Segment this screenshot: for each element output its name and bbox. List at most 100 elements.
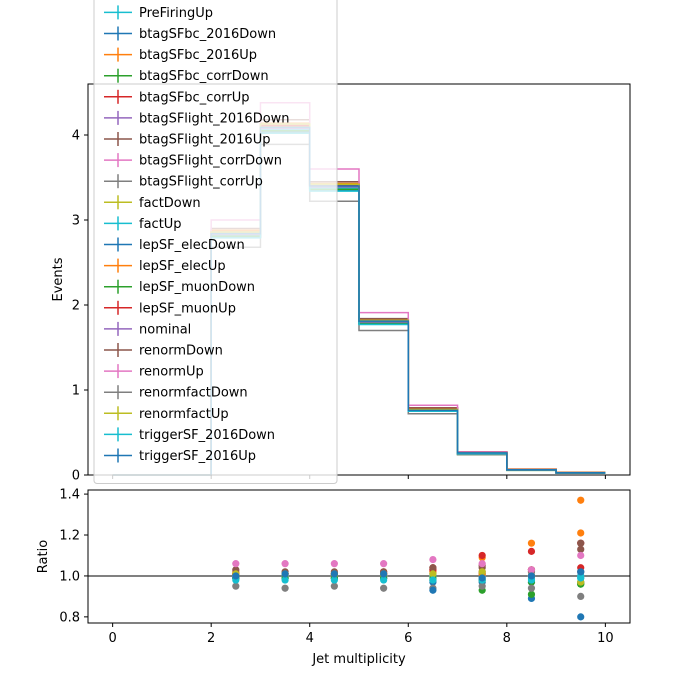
main-axes-frame — [87, 83, 631, 476]
x-tick-label: 0 — [108, 631, 116, 646]
x-tick-label: 4 — [306, 631, 314, 646]
ratio-point — [330, 560, 338, 568]
ratio-point — [429, 564, 437, 572]
ratio-points-group — [232, 496, 585, 621]
legend-label: btagSFbc_corrUp — [139, 90, 250, 105]
ratio-point — [429, 555, 437, 564]
legend-item: btagSFlight_2016Down — [104, 110, 290, 126]
legend-label: factUp — [139, 217, 182, 232]
ratio-point — [281, 560, 289, 568]
legend-label: lepSF_elecUp — [139, 259, 226, 274]
ratio-point — [577, 529, 585, 537]
ratio-point — [577, 551, 585, 560]
legend-label: btagSFlight_corrDown — [139, 154, 282, 169]
ratio-point — [577, 568, 585, 576]
ratio-y-axis-label: Ratio — [36, 540, 51, 573]
ratio-plot-area — [88, 490, 630, 623]
ratio-y-ticks: 0.8 1.0 1.2 1.4 — [59, 488, 88, 625]
ratio-point — [330, 576, 338, 584]
legend-item: btagSFbc_2016Down — [104, 26, 276, 42]
ratio-point — [527, 539, 536, 547]
legend-item: btagSFlight_2016Up — [104, 132, 270, 148]
legend-item: factDown — [104, 195, 201, 211]
ratio-axes-frame — [87, 489, 631, 624]
ratio-point — [478, 574, 486, 582]
ratio-y-tick-label: 0.8 — [59, 610, 80, 625]
ratio-point — [577, 496, 585, 504]
legend-label: factDown — [139, 196, 201, 211]
legend-item: btagSFlight_corrUp — [104, 174, 263, 190]
ratio-y-tick-label: 1.0 — [59, 569, 80, 584]
ratio-point — [577, 574, 585, 582]
ratio-x-ticks: 0 2 4 6 8 10 — [108, 623, 614, 646]
ratio-point — [577, 539, 585, 547]
ratio-point — [330, 570, 338, 578]
ratio-y-tick-label: 1.4 — [59, 488, 80, 503]
legend-item: btagSFlight_corrDown — [104, 153, 282, 169]
x-tick-label: 8 — [503, 631, 511, 646]
x-tick-label: 10 — [597, 631, 614, 646]
ratio-point — [232, 572, 240, 580]
ratio-point — [281, 576, 289, 584]
ratio-point — [281, 570, 289, 578]
ratio-point — [429, 570, 437, 578]
legend-label: btagSFlight_2016Down — [139, 111, 290, 126]
legend-label: renormfactDown — [139, 386, 248, 401]
ratio-point — [527, 584, 536, 592]
legend-item: renormfactDown — [104, 385, 248, 401]
legend-label: btagSFlight_corrUp — [139, 175, 263, 190]
legend-label: renormUp — [139, 365, 204, 380]
legend-label: lepSF_muonDown — [139, 280, 255, 295]
ratio-point — [478, 551, 486, 560]
ratio-point — [577, 592, 585, 601]
legend-item: renormDown — [104, 343, 223, 359]
legend-label: nominal — [139, 322, 191, 337]
legend-item: btagSFbc_corrUp — [104, 89, 250, 105]
x-axis-label: Jet multiplicity — [311, 652, 406, 667]
legend-item: triggerSF_2016Up — [104, 448, 256, 464]
legend-item: lepSF_muonUp — [104, 300, 236, 316]
main-y-ticks: 0 1 2 3 4 — [72, 129, 88, 484]
x-tick-label: 2 — [207, 631, 215, 646]
x-tick-label: 6 — [404, 631, 412, 646]
ratio-point — [429, 586, 437, 594]
ratio-point — [330, 582, 338, 590]
legend-label: btagSFlight_2016Up — [139, 133, 270, 148]
legend-label: PreFiringUp — [139, 6, 213, 21]
ratio-point — [281, 584, 289, 592]
ratio-point — [478, 560, 486, 568]
legend-label: renormfactUp — [139, 407, 229, 422]
main-y-tick-label: 2 — [72, 299, 80, 314]
main-y-tick-label: 3 — [72, 214, 80, 229]
legend-item: factUp — [104, 216, 182, 232]
main-y-tick-label: 1 — [72, 384, 80, 399]
ratio-y-tick-label: 1.2 — [59, 529, 80, 544]
legend-label: btagSFbc_2016Up — [139, 48, 257, 63]
legend-label: lepSF_muonUp — [139, 301, 236, 316]
ratio-point — [380, 560, 388, 568]
main-y-tick-label: 4 — [72, 129, 80, 144]
ratio-point — [527, 590, 536, 598]
legend-item: renormUp — [104, 364, 204, 380]
ratio-point — [577, 545, 585, 553]
ratio-point — [380, 584, 388, 592]
legend-item: PreFiringUp — [104, 5, 213, 21]
legend-item: btagSFbc_2016Up — [104, 47, 257, 63]
ratio-point — [527, 566, 536, 574]
ratio-panel: 0.8 1.0 1.2 1.4 0 2 4 6 8 10 Ratio Jet multiplic… — [36, 488, 631, 667]
legend-label: btagSFbc_corrDown — [139, 69, 269, 84]
legend-item: renormfactUp — [104, 406, 229, 422]
ratio-point — [527, 572, 536, 580]
legend-item: nominal — [104, 321, 191, 337]
legend-label: triggerSF_2016Down — [139, 428, 275, 443]
ratio-point — [380, 570, 388, 578]
legend-label: renormDown — [139, 344, 223, 359]
legend-label: triggerSF_2016Up — [139, 449, 256, 464]
legend-box — [93, 0, 338, 484]
legend-item: lepSF_muonDown — [104, 279, 255, 295]
legend-label: lepSF_elecDown — [139, 238, 245, 253]
legend-item: lepSF_elecUp — [104, 258, 226, 274]
legend-item: lepSF_elecDown — [104, 237, 245, 253]
legend-item: btagSFbc_corrDown — [104, 68, 269, 84]
